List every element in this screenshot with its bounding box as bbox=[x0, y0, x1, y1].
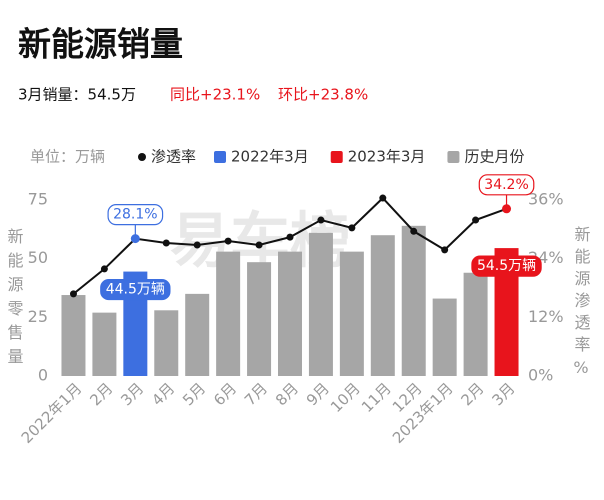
bar bbox=[308, 232, 333, 376]
legend-label: 渗透率 bbox=[151, 148, 196, 166]
bar bbox=[216, 251, 241, 376]
bar bbox=[432, 298, 457, 376]
x-tick-label: 3月 bbox=[488, 379, 518, 409]
legend-marker bbox=[214, 151, 226, 163]
x-tick-label: 5月 bbox=[179, 379, 209, 409]
line-point bbox=[193, 241, 201, 249]
line-point bbox=[286, 233, 294, 241]
y2-tick-label: 12% bbox=[528, 307, 564, 326]
x-tick-label: 2月 bbox=[86, 379, 116, 409]
bar-label-box bbox=[100, 278, 171, 301]
legend-marker bbox=[138, 153, 146, 161]
y2-tick-label: 36% bbox=[528, 190, 564, 209]
point-label-text: 34.2% bbox=[484, 177, 528, 193]
bar bbox=[278, 251, 302, 376]
x-tick-label: 2月 bbox=[458, 379, 488, 409]
bar-label-text: 54.5万辆 bbox=[477, 258, 536, 274]
x-tick-label: 7月 bbox=[241, 379, 271, 409]
legend-marker bbox=[447, 151, 460, 163]
bar bbox=[61, 295, 86, 376]
line-point bbox=[224, 237, 232, 245]
y2-axis-title: 新能源渗透率% bbox=[572, 226, 591, 383]
line-point bbox=[379, 194, 387, 202]
line-point bbox=[100, 265, 108, 273]
subtitle: 3月销量：54.5万 bbox=[18, 86, 136, 104]
bar bbox=[401, 225, 426, 376]
bar bbox=[92, 312, 117, 376]
line-point bbox=[255, 241, 263, 249]
line-point bbox=[69, 290, 77, 298]
line-point bbox=[410, 227, 418, 235]
legend-label: 历史月份 bbox=[464, 148, 524, 166]
line-point bbox=[348, 224, 356, 232]
y2-tick-label: 0% bbox=[528, 366, 553, 385]
annotation: 环比+23.8% bbox=[278, 86, 368, 104]
annotation: 同比+23.1% bbox=[170, 86, 260, 104]
line-point bbox=[162, 239, 170, 247]
bar-label-text: 44.5万辆 bbox=[106, 282, 165, 298]
y-tick-label: 50 bbox=[28, 248, 48, 267]
bar bbox=[463, 272, 488, 376]
x-tick-label: 10月 bbox=[327, 379, 364, 416]
y-axis-title: 新能源零售量 bbox=[5, 228, 24, 372]
x-tick-label: 6月 bbox=[210, 379, 240, 409]
chart-title: 新能源销量 bbox=[18, 25, 183, 64]
line-point bbox=[472, 216, 480, 224]
x-tick-label: 3月 bbox=[117, 379, 147, 409]
legend-marker bbox=[330, 151, 343, 163]
line-point bbox=[317, 216, 325, 224]
y-tick-label: 75 bbox=[28, 190, 48, 209]
point-label-text: 28.1% bbox=[113, 207, 157, 223]
line-point bbox=[441, 246, 449, 254]
bar bbox=[370, 235, 395, 376]
x-tick-label: 4月 bbox=[148, 379, 178, 409]
y-tick-label: 0 bbox=[38, 366, 48, 385]
bar-label-box bbox=[471, 255, 542, 277]
x-tick-label: 8月 bbox=[272, 379, 302, 409]
unit-label: 单位：万辆 bbox=[30, 148, 105, 166]
bar bbox=[247, 262, 272, 376]
bar bbox=[339, 251, 364, 376]
bar bbox=[154, 310, 179, 376]
x-tick-label: 2022年1月 bbox=[18, 379, 86, 447]
legend-label: 2023年3月 bbox=[348, 148, 426, 166]
x-tick-label: 11月 bbox=[358, 379, 395, 416]
legend-label: 2022年3月 bbox=[231, 148, 309, 166]
bar bbox=[185, 293, 210, 376]
y-tick-label: 25 bbox=[28, 307, 48, 326]
